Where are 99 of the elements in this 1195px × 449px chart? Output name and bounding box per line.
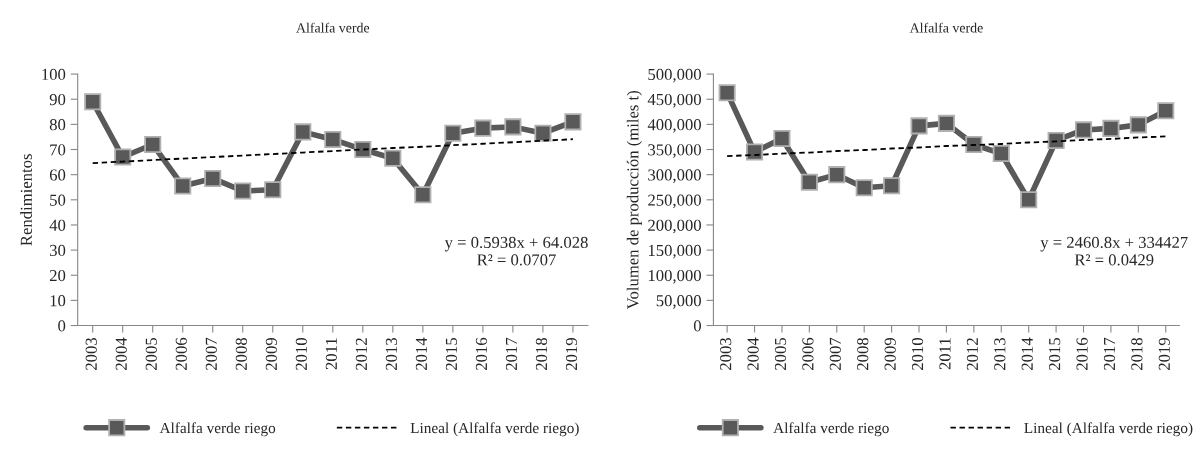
point (264, 181, 282, 199)
point (534, 124, 552, 142)
y-tick-label: 0 (58, 320, 66, 332)
x-tick-label: 2014 (1021, 337, 1033, 370)
point (324, 130, 342, 149)
x-tick-label: 2015 (445, 337, 458, 370)
point (718, 84, 736, 102)
point (444, 124, 462, 142)
x-tick-label: 2007 (829, 337, 841, 370)
point (745, 143, 764, 161)
point (965, 135, 983, 154)
x-tick-label: 2003 (85, 337, 97, 370)
x-tick-label: 2013 (994, 337, 1006, 370)
y-tick-label: 40 (49, 219, 66, 231)
legend-label: Alfalfa verde riego (773, 422, 889, 437)
point (910, 117, 928, 135)
point (474, 119, 492, 137)
y-tick-label: 90 (49, 93, 66, 106)
x-tick-label: 2011 (325, 338, 337, 370)
chart-title: Alfalfa verde (296, 22, 370, 33)
point (937, 114, 955, 132)
y-tick-label: 350,000 (648, 144, 701, 158)
x-tick-label: 2008 (235, 337, 247, 370)
x-tick-label: 2017 (1103, 337, 1116, 370)
y-tick-label: 450,000 (647, 93, 701, 108)
x-tick-label: 2016 (1076, 337, 1088, 370)
x-tick-label: 2010 (295, 337, 307, 370)
y-axis-title: Rendimientos (20, 154, 32, 246)
x-tick-label: 2004 (747, 337, 759, 370)
point (773, 129, 791, 147)
point (800, 173, 818, 191)
x-tick-label: 2011 (939, 338, 951, 370)
y-tick-label: 500,000 (648, 68, 701, 83)
x-tick-label: 2015 (1049, 337, 1061, 370)
point (504, 118, 522, 136)
point (384, 149, 402, 167)
x-tick-label: 2006 (802, 337, 814, 370)
legend-label: Lineal (Alfalfa verde riego) (1024, 422, 1193, 437)
x-tick-label: 2019 (1158, 338, 1170, 370)
y-axis-title: Volumen de producción (miles t) (626, 90, 642, 310)
x-tick-label: 2006 (175, 337, 187, 370)
x-tick-label: 2009 (884, 338, 896, 370)
point (294, 123, 312, 141)
x-tick-label: 2012 (966, 338, 979, 370)
x-tick-label: 2014 (415, 337, 428, 370)
chart-title: Alfalfa verde (909, 22, 983, 33)
y-tick-label: 80 (49, 119, 66, 131)
x-tick-label: 2005 (774, 337, 787, 370)
y-tick-label: 60 (49, 169, 66, 181)
legend-label: Alfalfa verde riego (159, 422, 276, 437)
y-tick-label: 300,000 (648, 169, 701, 184)
x-tick-label: 2013 (385, 337, 398, 370)
y-tick-label: 250,000 (648, 194, 701, 209)
x-tick-label: 2017 (505, 337, 518, 370)
x-tick-label: 2009 (265, 338, 277, 370)
y-tick-label: 70 (50, 144, 66, 156)
point (828, 166, 846, 184)
y-tick-label: 200,000 (648, 219, 701, 234)
y-tick-label: 20 (49, 269, 66, 282)
x-tick-label: 2018 (535, 337, 548, 370)
point (1129, 116, 1147, 134)
point (144, 135, 162, 154)
x-tick-label: 2010 (911, 337, 924, 370)
y-tick-label: 150,000 (648, 244, 701, 259)
x-tick-label: 2004 (115, 337, 127, 370)
x-tick-label: 2003 (720, 337, 732, 370)
point (414, 186, 432, 204)
legend-label: Lineal (Alfalfa verde riego) (410, 422, 579, 437)
y-tick-label: 0 (693, 320, 701, 332)
y-tick-label: 30 (50, 244, 66, 257)
point (855, 179, 873, 197)
point (1047, 131, 1065, 150)
point (883, 177, 901, 195)
point (234, 182, 252, 200)
y-tick-label: 50,000 (656, 295, 701, 309)
x-tick-label: 2007 (205, 337, 217, 370)
x-tick-label: 2008 (857, 337, 869, 370)
point (1074, 121, 1093, 139)
y-tick-label: 100 (42, 68, 66, 81)
point (1020, 191, 1038, 209)
point (204, 169, 222, 187)
x-tick-label: 2016 (475, 337, 488, 370)
point (84, 93, 102, 111)
y-tick-label: 400,000 (647, 119, 701, 133)
annotation: y = 0.5938x + 64.028 R² = 0.0707 (444, 236, 588, 266)
x-tick-label: 2005 (145, 337, 157, 370)
annotation: y = 2460.8x + 334427 R² = 0.0429 (1040, 236, 1188, 266)
x-tick-label: 2019 (565, 338, 578, 370)
y-tick-label: 10 (50, 295, 66, 307)
x-tick-label: 2018 (1131, 337, 1143, 370)
point (564, 113, 582, 131)
point (992, 144, 1010, 163)
point (1102, 119, 1120, 137)
y-tick-label: 100,000 (648, 269, 701, 284)
point (174, 177, 192, 195)
x-tick-label: 2012 (355, 338, 367, 370)
point (114, 148, 132, 166)
point (1157, 102, 1175, 120)
y-tick-label: 50 (50, 194, 66, 206)
